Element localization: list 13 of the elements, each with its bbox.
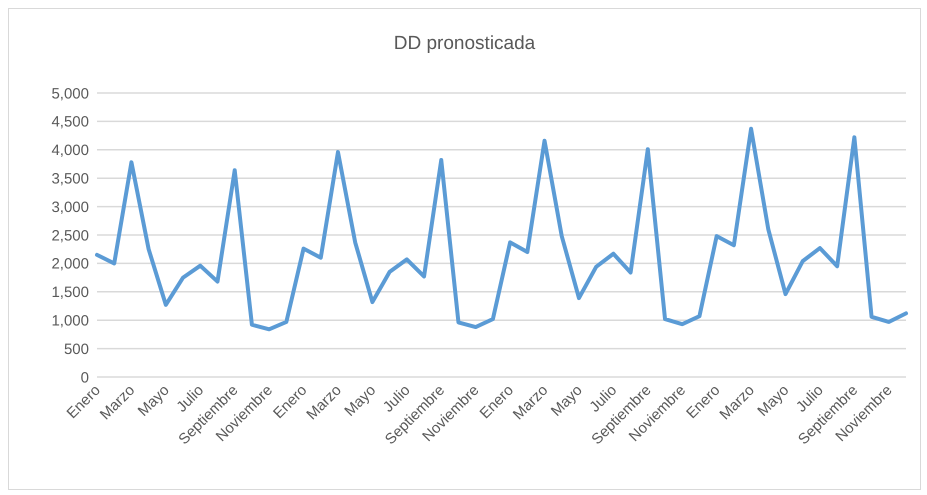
chart-title: DD pronosticada — [392, 33, 536, 55]
y-tick-label: 1,500 — [51, 284, 89, 302]
y-tick-label: 4,000 — [51, 142, 89, 160]
y-tick-label: 1,000 — [51, 312, 89, 330]
y-tick-label: 4,500 — [51, 114, 89, 131]
line-series — [95, 126, 908, 332]
y-tick-label: 3,000 — [51, 198, 89, 216]
y-tick-label: 2,500 — [51, 227, 89, 244]
y-tick-label: 5,000 — [51, 85, 89, 102]
y-tick-label: 500 — [64, 340, 89, 358]
y-tick-label: 3,500 — [51, 170, 89, 188]
y-tick-label: 0 — [80, 369, 89, 386]
y-tick-label: 2,000 — [51, 256, 89, 273]
